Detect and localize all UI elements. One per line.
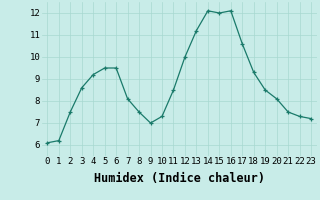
X-axis label: Humidex (Indice chaleur): Humidex (Indice chaleur) (94, 172, 265, 185)
